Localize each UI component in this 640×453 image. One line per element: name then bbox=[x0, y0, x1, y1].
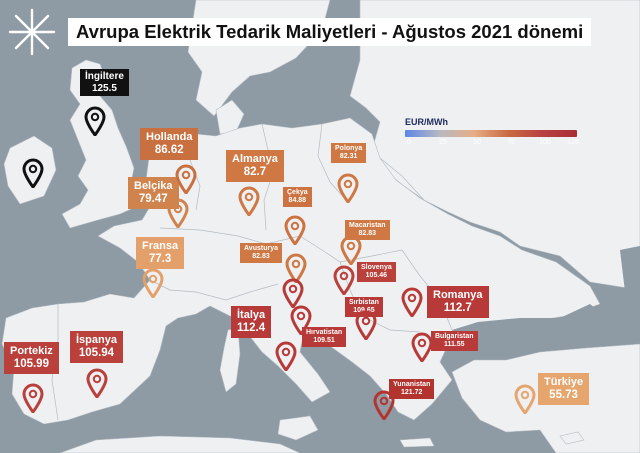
legend-gradient-bar bbox=[405, 130, 577, 137]
sea-caspian bbox=[620, 246, 640, 310]
legend-tick: 75 bbox=[507, 139, 515, 146]
country-value: 112.7 bbox=[443, 301, 472, 314]
country-name: Bulgaristan bbox=[435, 333, 474, 340]
map-pin-icon[interactable] bbox=[86, 368, 108, 398]
country-name: İngiltere bbox=[85, 71, 124, 82]
country-value: 105.46 bbox=[365, 272, 388, 280]
label-fransa[interactable]: Fransa 77.3 bbox=[136, 237, 185, 269]
land-cyprus bbox=[559, 431, 585, 445]
country-name: İspanya bbox=[76, 334, 117, 346]
country-value: 82.31 bbox=[339, 153, 358, 161]
country-value: 82.83 bbox=[252, 253, 270, 261]
map-pin-icon[interactable] bbox=[284, 215, 306, 245]
label-sirbistan[interactable]: Sırbistan 109.65 bbox=[345, 297, 383, 318]
map-pin-icon[interactable] bbox=[285, 253, 307, 283]
land-sicily bbox=[277, 415, 319, 441]
country-value: 125.5 bbox=[91, 82, 117, 94]
country-value: 82.83 bbox=[358, 230, 377, 238]
country-name: Çekya bbox=[287, 189, 308, 196]
land-northeast bbox=[349, 0, 640, 291]
label-bulgaristan[interactable]: Bulgaristan 111.55 bbox=[431, 331, 478, 352]
label-ispanya[interactable]: İspanya 105.94 bbox=[70, 331, 123, 363]
country-value: 111.55 bbox=[443, 341, 465, 349]
country-value: 82.7 bbox=[243, 165, 267, 178]
country-name: Hırvatistan bbox=[306, 329, 343, 336]
map-pin-icon[interactable] bbox=[84, 106, 106, 136]
land-denmark bbox=[215, 99, 245, 135]
label-slovenya[interactable]: Slovenya 105.46 bbox=[357, 262, 396, 283]
country-name: Polonya bbox=[335, 145, 363, 152]
title-box: Avrupa Elektrik Tedarik Maliyetleri - Ağ… bbox=[68, 18, 592, 46]
map-pin-icon[interactable] bbox=[290, 305, 312, 335]
country-name: Almanya bbox=[232, 153, 278, 165]
country-name: Yunanistan bbox=[393, 381, 431, 388]
map-pin-icon[interactable] bbox=[333, 265, 355, 295]
map-pin-icon[interactable] bbox=[167, 198, 189, 228]
country-value: 79.47 bbox=[138, 192, 168, 205]
country-name: Portekiz bbox=[10, 345, 53, 357]
map-pin-icon[interactable] bbox=[282, 278, 304, 308]
legend-tick: 100 bbox=[539, 139, 551, 146]
country-value: 109.65 bbox=[353, 307, 375, 315]
label-cekya[interactable]: Çekya 84.88 bbox=[283, 187, 312, 208]
country-value: 121.72 bbox=[400, 389, 423, 397]
country-value: 105.94 bbox=[78, 346, 115, 359]
label-ingiltere[interactable]: İngiltere 125.5 bbox=[80, 69, 129, 96]
label-polonya[interactable]: Polonya 82.31 bbox=[331, 143, 367, 164]
land-north-africa bbox=[59, 435, 301, 453]
country-value: 109.51 bbox=[313, 337, 335, 345]
map-pin-icon[interactable] bbox=[401, 287, 423, 317]
country-name: Belçika bbox=[134, 180, 173, 192]
legend-tick: 25 bbox=[439, 139, 447, 146]
country-name: Macaristan bbox=[349, 222, 386, 229]
map-pin-icon[interactable] bbox=[373, 390, 395, 420]
label-portekiz[interactable]: Portekiz 105.99 bbox=[4, 342, 59, 374]
label-romanya[interactable]: Romanya 112.7 bbox=[427, 286, 489, 318]
label-almanya[interactable]: Almanya 82.7 bbox=[226, 150, 284, 182]
country-name: Romanya bbox=[433, 289, 483, 301]
label-hollanda[interactable]: Hollanda 86.62 bbox=[140, 128, 199, 160]
map-pin-icon[interactable] bbox=[340, 235, 362, 265]
legend-tick: 0 bbox=[407, 139, 411, 146]
legend-tick: 50 bbox=[473, 139, 481, 146]
country-value: 77.3 bbox=[148, 252, 172, 265]
map-pin-icon[interactable] bbox=[514, 384, 536, 414]
map-pin-icon[interactable] bbox=[337, 173, 359, 203]
label-italya[interactable]: İtalya 112.4 bbox=[231, 306, 272, 338]
map-pin-icon[interactable] bbox=[411, 332, 433, 362]
country-name: Avusturya bbox=[244, 245, 278, 252]
color-legend: EUR/MWh 0 25 50 75 100 125 bbox=[405, 117, 581, 151]
land-crete bbox=[399, 437, 435, 448]
map-pin-icon[interactable] bbox=[275, 341, 297, 371]
country-value: 86.62 bbox=[154, 143, 184, 156]
country-value: 84.88 bbox=[288, 197, 307, 205]
country-name: Slovenya bbox=[361, 264, 392, 271]
country-name: Türkiye bbox=[544, 376, 584, 388]
map-pin-icon[interactable] bbox=[142, 268, 164, 298]
label-avusturya[interactable]: Avusturya 82.83 bbox=[240, 243, 282, 264]
label-turkiye[interactable]: Türkiye 55.73 bbox=[538, 373, 590, 405]
country-name: Sırbistan bbox=[349, 299, 379, 306]
country-name: Fransa bbox=[142, 240, 179, 252]
map-pin-icon[interactable] bbox=[238, 186, 260, 216]
page-title: Avrupa Elektrik Tedarik Maliyetleri - Ağ… bbox=[76, 21, 584, 42]
country-name: Hollanda bbox=[146, 131, 193, 143]
map-pin-icon[interactable] bbox=[22, 158, 44, 188]
country-value: 105.99 bbox=[13, 357, 49, 370]
label-yunanistan[interactable]: Yunanistan 121.72 bbox=[389, 379, 435, 400]
label-hirvatistan[interactable]: Hırvatistan 109.51 bbox=[302, 327, 347, 348]
legend-tick: 125 bbox=[567, 139, 579, 146]
country-value: 112.4 bbox=[237, 321, 266, 334]
legend-ticks: 0 25 50 75 100 125 bbox=[405, 139, 581, 151]
map-pin-icon[interactable] bbox=[355, 310, 377, 340]
legend-title: EUR/MWh bbox=[405, 117, 448, 127]
map-pin-icon[interactable] bbox=[22, 383, 44, 413]
country-value: 55.73 bbox=[549, 388, 578, 401]
country-name: İtalya bbox=[237, 309, 266, 321]
sparkle-icon bbox=[8, 8, 56, 56]
map-pin-icon[interactable] bbox=[175, 164, 197, 194]
sea-black bbox=[452, 304, 606, 350]
label-macaristan[interactable]: Macaristan 82.83 bbox=[345, 220, 390, 241]
